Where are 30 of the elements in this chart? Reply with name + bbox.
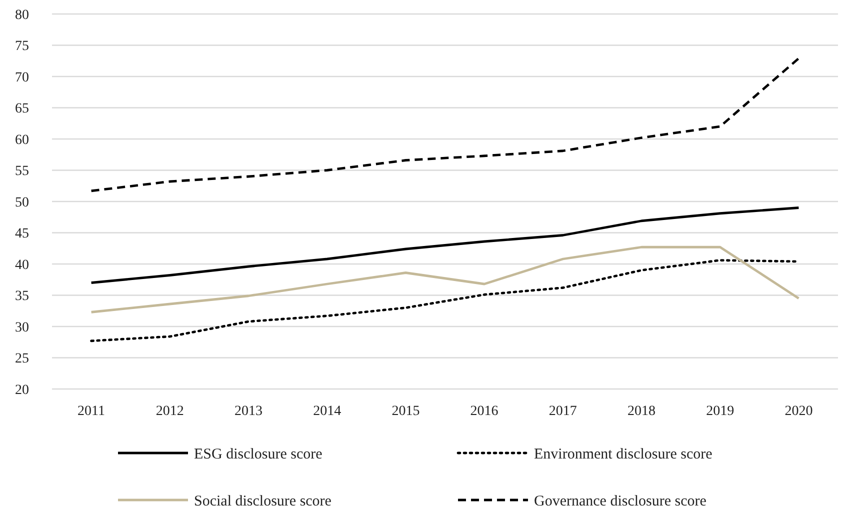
y-tick-label: 40 <box>15 258 29 273</box>
x-tick-label: 2011 <box>78 404 106 419</box>
y-tick-label: 80 <box>15 8 29 23</box>
legend-label: ESG disclosure score <box>194 446 323 462</box>
y-tick-label: 65 <box>15 102 29 117</box>
x-tick-label: 2015 <box>392 404 420 419</box>
x-tick-label: 2020 <box>784 404 813 419</box>
x-tick-label: 2018 <box>628 404 656 419</box>
y-tick-label: 55 <box>15 164 29 180</box>
legend-label: Environment disclosure score <box>534 446 713 462</box>
y-tick-label: 70 <box>15 70 29 86</box>
x-tick-label: 2019 <box>706 404 734 419</box>
x-tick-label: 2017 <box>548 404 577 419</box>
y-tick-label: 25 <box>15 352 29 367</box>
line-series <box>90 246 800 314</box>
x-tick-label: 2012 <box>156 404 184 419</box>
x-tick-label: 2014 <box>313 404 342 419</box>
y-tick-label: 45 <box>15 226 29 242</box>
y-tick-label: 35 <box>15 289 29 304</box>
x-tick-label: 2016 <box>470 404 498 419</box>
y-tick-label: 20 <box>15 382 29 398</box>
legend-label: Governance disclosure score <box>534 493 707 510</box>
y-tick-label: 60 <box>15 132 29 148</box>
y-tick-label: 50 <box>15 195 29 210</box>
legend-label: Social disclosure score <box>194 493 332 510</box>
y-tick-label: 30 <box>15 320 29 336</box>
x-tick-label: 2013 <box>234 404 262 419</box>
y-tick-label: 75 <box>15 39 29 54</box>
line-series <box>90 57 800 192</box>
line-series <box>90 206 800 284</box>
